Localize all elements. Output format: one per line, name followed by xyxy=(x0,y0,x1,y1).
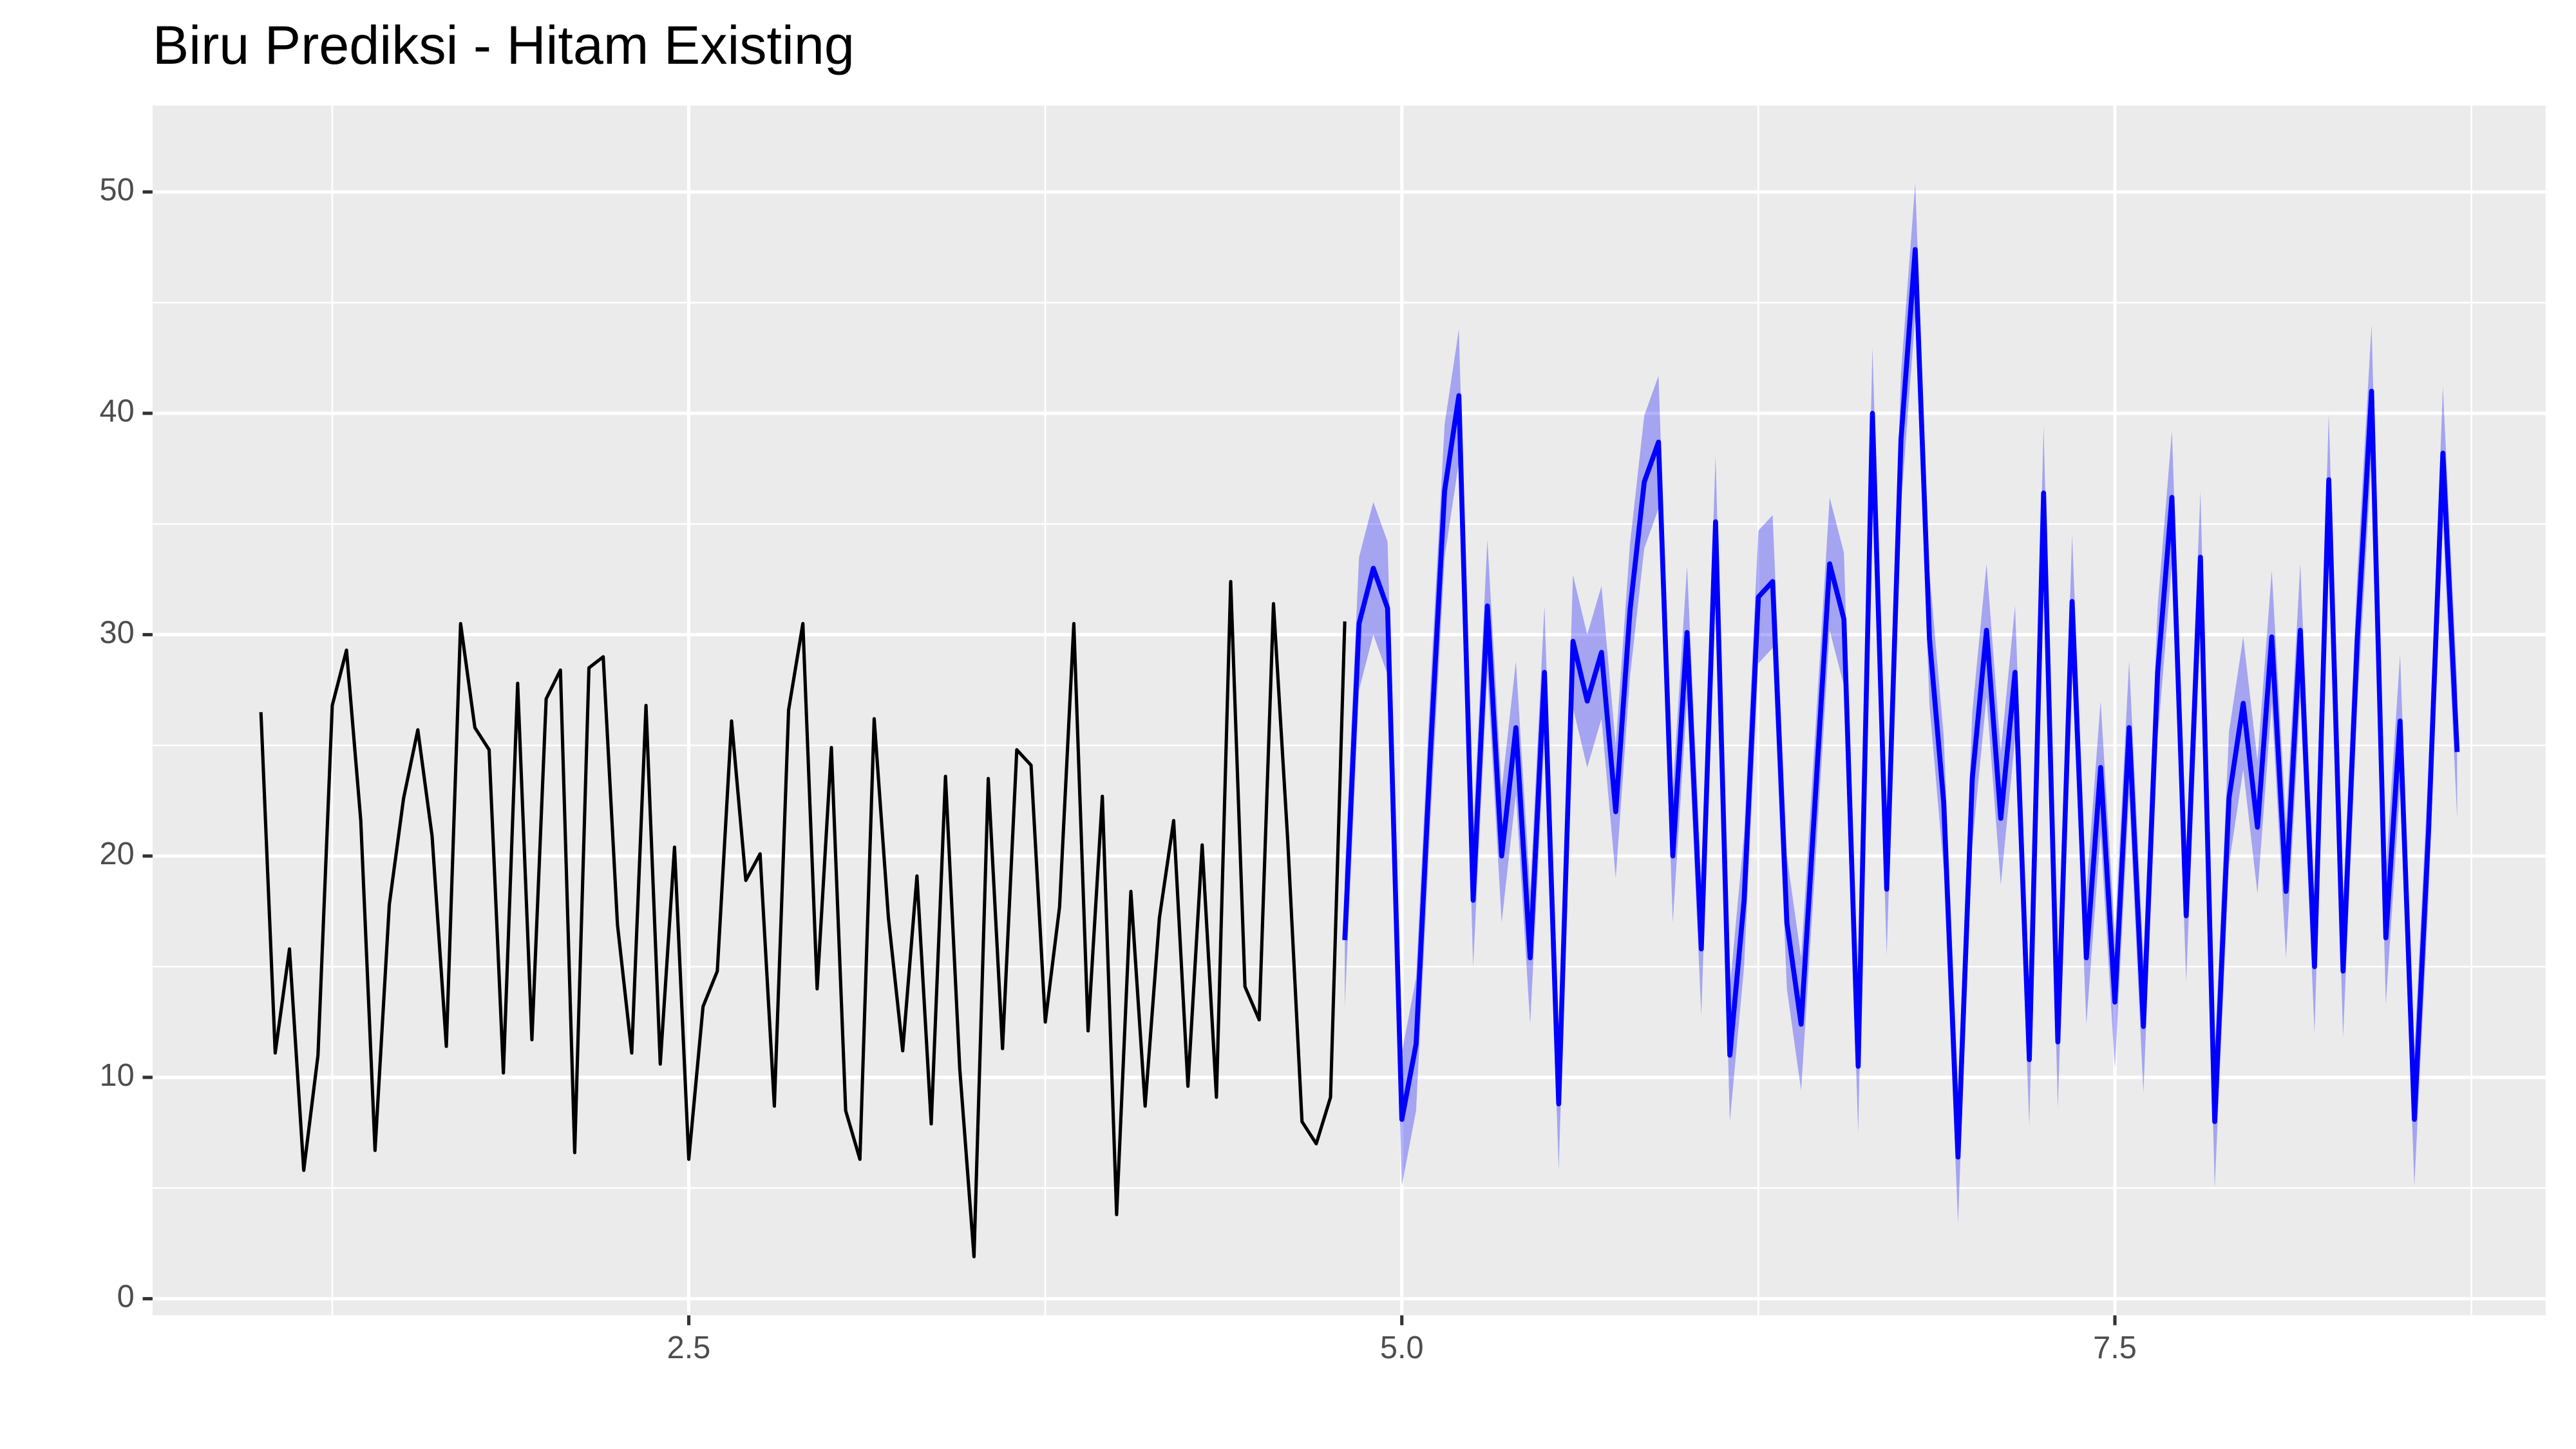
y-tick-label: 20 xyxy=(100,837,135,871)
x-tick-label: 2.5 xyxy=(667,1331,711,1365)
y-tick-label: 50 xyxy=(100,173,135,207)
prediction-interval xyxy=(1345,183,2458,1224)
y-tick-label: 40 xyxy=(100,394,135,429)
y-tick-label: 10 xyxy=(100,1058,135,1093)
x-tick-label: 7.5 xyxy=(2093,1331,2137,1365)
chart-title: Biru Prediksi - Hitam Existing xyxy=(153,14,855,75)
series-line xyxy=(1342,247,2460,1160)
y-tick-label: 30 xyxy=(100,615,135,650)
plot-panel xyxy=(152,106,2546,1316)
series-line xyxy=(259,580,1347,1258)
y-tick-label: 0 xyxy=(117,1280,135,1314)
x-tick-label: 5.0 xyxy=(1380,1331,1424,1365)
